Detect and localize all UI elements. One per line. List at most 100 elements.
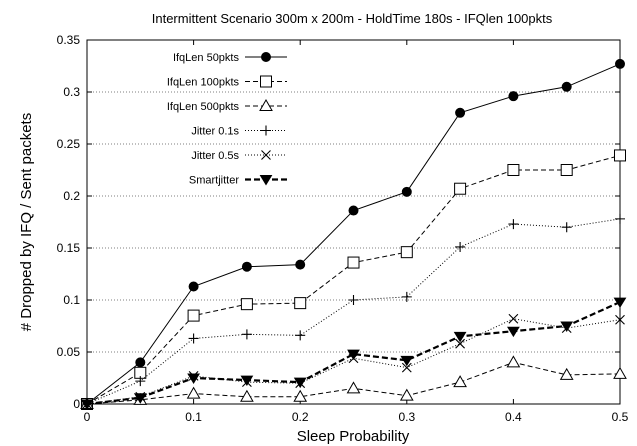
legend-label: Jitter 0.5s: [191, 150, 239, 162]
data-point: [613, 366, 627, 379]
data-point: [188, 281, 199, 292]
data-point: [615, 213, 625, 224]
data-point: [560, 164, 573, 176]
data-point: [400, 355, 414, 367]
legend-swatch-marker: [261, 150, 271, 160]
data-point: [293, 389, 308, 402]
legend-label: IfqLen 50pkts: [173, 52, 240, 64]
data-point: [187, 309, 200, 322]
legend-swatch-marker: [261, 125, 271, 136]
data-point: [455, 338, 465, 349]
data-point: [241, 329, 252, 340]
data-point: [614, 149, 626, 162]
legend: IfqLen 50pkts IfqLen 100pkts IfqLen 500pkt…: [167, 52, 287, 187]
legend-swatch-marker: [260, 75, 272, 88]
legend-entry: IfqLen 500pkts: [167, 98, 287, 113]
series-smartjitter: [80, 297, 627, 410]
data-point: [241, 261, 252, 272]
legend-entry: IfqLen 50pkts: [173, 52, 287, 64]
data-point: [507, 326, 520, 338]
legend-label: Smartjitter: [189, 175, 239, 187]
data-point: [401, 186, 412, 197]
chart-title: Intermittent Scenario 300m x 200m - Hold…: [152, 11, 553, 26]
data-point: [347, 256, 360, 269]
data-point: [455, 107, 466, 118]
x-tick-label: 0.4: [505, 410, 522, 424]
data-point: [401, 291, 412, 302]
y-tick-label: 0.1: [63, 293, 80, 307]
series-ifqlen-50pkts: [82, 58, 625, 409]
legend-label: IfqLen 500pkts: [167, 101, 240, 113]
data-point: [453, 331, 467, 343]
x-axis-label: Sleep Probability: [297, 428, 410, 445]
series-line: [86, 218, 621, 405]
data-point: [615, 314, 625, 325]
legend-label: Jitter 0.1s: [191, 126, 239, 138]
data-point: [561, 222, 572, 233]
y-axis-label: # Dropped by IFQ / Sent packets: [18, 113, 35, 331]
series-line: [86, 301, 621, 406]
data-point: [453, 375, 467, 388]
legend-entry: Smartjitter: [189, 175, 287, 187]
data-point: [294, 297, 307, 310]
data-point: [240, 375, 254, 387]
data-point: [455, 241, 466, 252]
data-point: [401, 362, 412, 373]
legend-swatch-marker: [259, 175, 273, 186]
data-point: [615, 58, 625, 69]
x-tick-label: 0.3: [398, 410, 415, 424]
data-point: [454, 182, 467, 195]
data-point: [80, 399, 94, 410]
data-point: [295, 330, 306, 341]
y-tick-label: 0.2: [63, 189, 80, 203]
series-layer: [80, 58, 627, 410]
data-point: [400, 246, 413, 259]
data-point: [133, 393, 147, 404]
series-ifqlen-500pkts: [80, 355, 627, 409]
data-point: [295, 259, 306, 270]
y-tick-label: 0: [73, 397, 80, 411]
x-tick-label: 0.5: [612, 410, 629, 424]
y-tick-label: 0.3: [63, 85, 80, 99]
data-point: [135, 357, 146, 368]
x-tick-label: 0.1: [185, 410, 202, 424]
series-jitter-0-1s: [82, 213, 625, 409]
series-line: [86, 154, 621, 405]
series-ifqlen-100pkts: [81, 149, 626, 410]
data-point: [508, 91, 519, 102]
data-point: [348, 295, 359, 305]
data-point: [135, 376, 146, 387]
y-tick-label: 0.35: [57, 33, 81, 47]
data-point: [188, 333, 199, 344]
y-tick-label: 0.05: [57, 345, 81, 359]
y-tick-label: 0.25: [57, 137, 81, 151]
x-tick-label: 0.2: [292, 410, 309, 424]
legend-entry: IfqLen 100pkts: [167, 75, 287, 89]
data-point: [508, 219, 519, 230]
data-point: [293, 377, 307, 389]
legend-label: IfqLen 100pkts: [167, 77, 240, 89]
data-point: [508, 313, 519, 324]
data-point: [559, 367, 574, 380]
legend-entry: Jitter 0.1s: [191, 125, 287, 138]
data-point: [507, 164, 520, 176]
plot-frame: [86, 39, 621, 405]
data-point: [347, 349, 360, 361]
data-point: [348, 205, 359, 216]
data-point: [240, 389, 254, 402]
legend-swatch-marker: [261, 52, 271, 62]
y-tick-label: 0.15: [57, 241, 81, 255]
data-point: [560, 321, 574, 332]
tick-labels: 0 0.05 0.1 0.15 0.2 0.25 0.3 0.35 0 0.1 0.2 0.3 0.4 0…: [57, 33, 629, 424]
legend-swatch-marker: [259, 98, 273, 111]
data-point: [613, 297, 627, 309]
data-point: [561, 81, 572, 92]
data-point: [240, 298, 253, 311]
data-point: [186, 386, 201, 399]
data-point: [506, 355, 521, 368]
data-point: [187, 373, 200, 384]
legend-entry: Jitter 0.5s: [191, 150, 287, 162]
data-point: [399, 388, 414, 401]
data-point: [346, 381, 361, 394]
